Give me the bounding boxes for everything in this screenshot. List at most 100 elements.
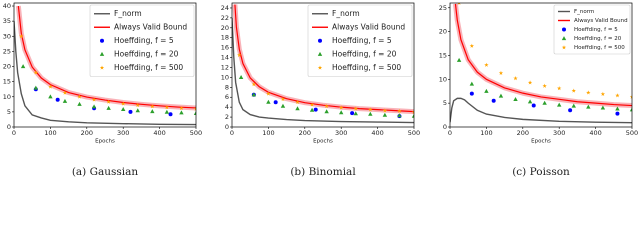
- x-tick-label: 500: [626, 129, 638, 137]
- data-point: [77, 94, 82, 99]
- legend-label: Hoeffding, f = 5: [332, 36, 392, 45]
- data-point: [135, 102, 140, 108]
- data-point: [484, 88, 489, 93]
- data-point: [324, 109, 329, 114]
- plot-area: [14, 5, 196, 126]
- data-point: [48, 84, 53, 89]
- legend-swatch: [317, 65, 323, 70]
- data-point: [309, 102, 315, 107]
- data-point: [513, 76, 518, 81]
- data-point: [121, 101, 126, 106]
- data-point: [295, 99, 300, 105]
- legend-box: [89, 4, 195, 77]
- y-tick-label: 16: [221, 44, 229, 52]
- legend-label: F_norm: [574, 9, 594, 15]
- data-point: [135, 108, 140, 113]
- data-point: [62, 98, 68, 103]
- data-point: [498, 70, 504, 75]
- x-axis-label: Epochs: [313, 139, 333, 145]
- data-point: [77, 101, 82, 106]
- data-point: [542, 83, 547, 88]
- data-point: [615, 106, 620, 111]
- data-point: [397, 113, 402, 118]
- legend-swatch: [100, 38, 104, 43]
- data-point: [150, 109, 155, 114]
- data-point: [62, 90, 68, 95]
- legend-label: Hoeffding, f = 500: [332, 63, 401, 72]
- legend-label: F_norm: [332, 9, 360, 18]
- y-tick-label: 25: [3, 47, 11, 55]
- y-tick-label: 0: [7, 123, 11, 131]
- data-point: [531, 103, 536, 108]
- data-point: [368, 107, 373, 112]
- y-tick-label: 4: [225, 103, 229, 111]
- legend: F_norm Always Valid Bound Hoeffding, f = 5…: [553, 4, 631, 55]
- y-tick-label: 35: [3, 17, 11, 25]
- data-point: [33, 85, 39, 90]
- legend-label: F_norm: [114, 9, 142, 18]
- series-line: [14, 21, 196, 126]
- legend-label: Hoeffding, f = 500: [574, 45, 625, 51]
- series-line: [17, 5, 196, 109]
- data-point: [350, 111, 355, 116]
- data-point: [586, 90, 591, 95]
- data-point: [106, 105, 111, 110]
- legend-swatch: [562, 27, 566, 32]
- data-point: [339, 110, 344, 115]
- data-point: [542, 100, 547, 105]
- data-point: [571, 88, 576, 93]
- y-tick-label: 5: [7, 108, 11, 116]
- data-point: [20, 64, 26, 69]
- legend-swatch: [317, 51, 323, 56]
- data-point: [411, 113, 414, 118]
- data-point: [368, 111, 373, 116]
- data-point: [91, 97, 97, 102]
- y-tick-label: 22: [221, 14, 229, 22]
- series-line: [450, 97, 632, 124]
- legend-label: Always Valid Bound: [574, 18, 628, 24]
- data-point: [629, 107, 632, 112]
- data-point: [411, 109, 414, 114]
- data-point: [313, 107, 318, 112]
- data-point: [273, 100, 278, 105]
- data-point: [266, 99, 271, 104]
- data-point: [280, 103, 286, 108]
- data-point: [48, 94, 53, 99]
- x-tick-label: 400: [371, 129, 383, 137]
- y-tick-label: 24: [221, 4, 229, 12]
- y-tick-label: 20: [3, 63, 11, 71]
- caption: (c) Poisson: [512, 166, 570, 178]
- y-tick-label: 0: [225, 123, 229, 131]
- data-point: [469, 81, 475, 86]
- legend-swatch: [561, 45, 567, 50]
- legend-label: Hoeffding, f = 500: [114, 63, 183, 72]
- x-tick-label: 300: [117, 129, 129, 137]
- axes-frame: [13, 2, 197, 128]
- data-point: [309, 107, 315, 112]
- data-point: [456, 57, 462, 62]
- data-point: [615, 93, 620, 98]
- x-tick-label: 100: [262, 129, 274, 137]
- legend: F_norm Always Valid Bound Hoeffding, f = 5…: [307, 4, 413, 77]
- y-tick-label: 5: [443, 99, 447, 107]
- series-line: [232, 17, 414, 124]
- data-point: [527, 99, 533, 104]
- data-point: [568, 108, 573, 113]
- x-tick-label: 0: [448, 129, 452, 137]
- data-point: [600, 91, 606, 96]
- data-point: [251, 92, 257, 97]
- x-tick-label: 400: [589, 129, 601, 137]
- legend-swatch: [318, 38, 322, 43]
- data-point: [527, 80, 533, 85]
- data-point: [295, 106, 300, 111]
- data-point: [179, 110, 184, 115]
- data-point: [150, 104, 155, 109]
- y-tick-label: 10: [3, 93, 11, 101]
- data-point: [353, 106, 358, 111]
- legend-swatch: [99, 65, 105, 70]
- y-tick-label: 25: [439, 4, 447, 12]
- x-tick-label: 100: [480, 129, 492, 137]
